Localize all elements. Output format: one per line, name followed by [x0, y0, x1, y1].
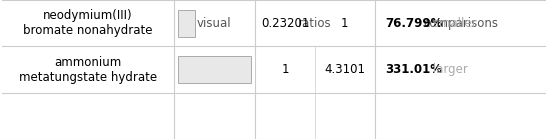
FancyBboxPatch shape	[178, 10, 195, 37]
Text: larger: larger	[429, 63, 468, 76]
Text: neodymium(III)
bromate nonahydrate: neodymium(III) bromate nonahydrate	[23, 9, 153, 37]
FancyBboxPatch shape	[178, 56, 251, 83]
Text: smaller: smaller	[429, 17, 477, 30]
Text: 76.799%: 76.799%	[385, 17, 443, 30]
Text: 1: 1	[281, 63, 289, 76]
Text: 4.3101: 4.3101	[324, 63, 365, 76]
Text: comparisons: comparisons	[423, 17, 498, 30]
Text: ammonium
metatungstate hydrate: ammonium metatungstate hydrate	[19, 55, 157, 84]
Text: ratios: ratios	[298, 17, 332, 30]
Text: 331.01%: 331.01%	[385, 63, 443, 76]
Text: 1: 1	[341, 17, 349, 30]
Text: 0.23201: 0.23201	[261, 17, 309, 30]
Text: visual: visual	[197, 17, 232, 30]
